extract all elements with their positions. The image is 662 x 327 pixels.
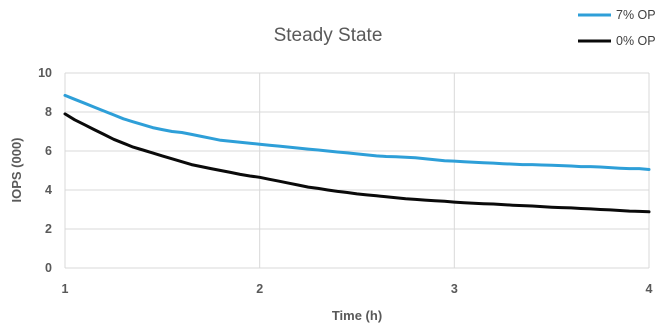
series-line-7-op	[63, 93, 651, 171]
legend: 7% OP 0% OP	[578, 8, 656, 48]
y-tick-label: 6	[45, 144, 52, 158]
legend-label-0-op: 0% OP	[616, 34, 656, 48]
x-tick-label: 2	[256, 282, 263, 296]
x-axis-label: Time (h)	[332, 308, 382, 323]
series-line-0-op	[63, 112, 651, 214]
x-tick-label: 1	[62, 282, 69, 296]
x-tick-label: 3	[451, 282, 458, 296]
chart-title: Steady State	[274, 25, 383, 46]
y-tick-label: 2	[45, 222, 52, 236]
grid	[64, 72, 650, 269]
y-axis-label: IOPS (000)	[9, 137, 24, 202]
y-tick-label: 4	[45, 183, 52, 197]
x-tick-label: 4	[646, 282, 653, 296]
legend-label-7-op: 7% OP	[616, 8, 656, 22]
y-tick-label: 0	[45, 261, 52, 275]
y-tick-label: 8	[45, 105, 52, 119]
y-tick-label: 10	[38, 66, 52, 80]
series-layer	[63, 93, 651, 214]
